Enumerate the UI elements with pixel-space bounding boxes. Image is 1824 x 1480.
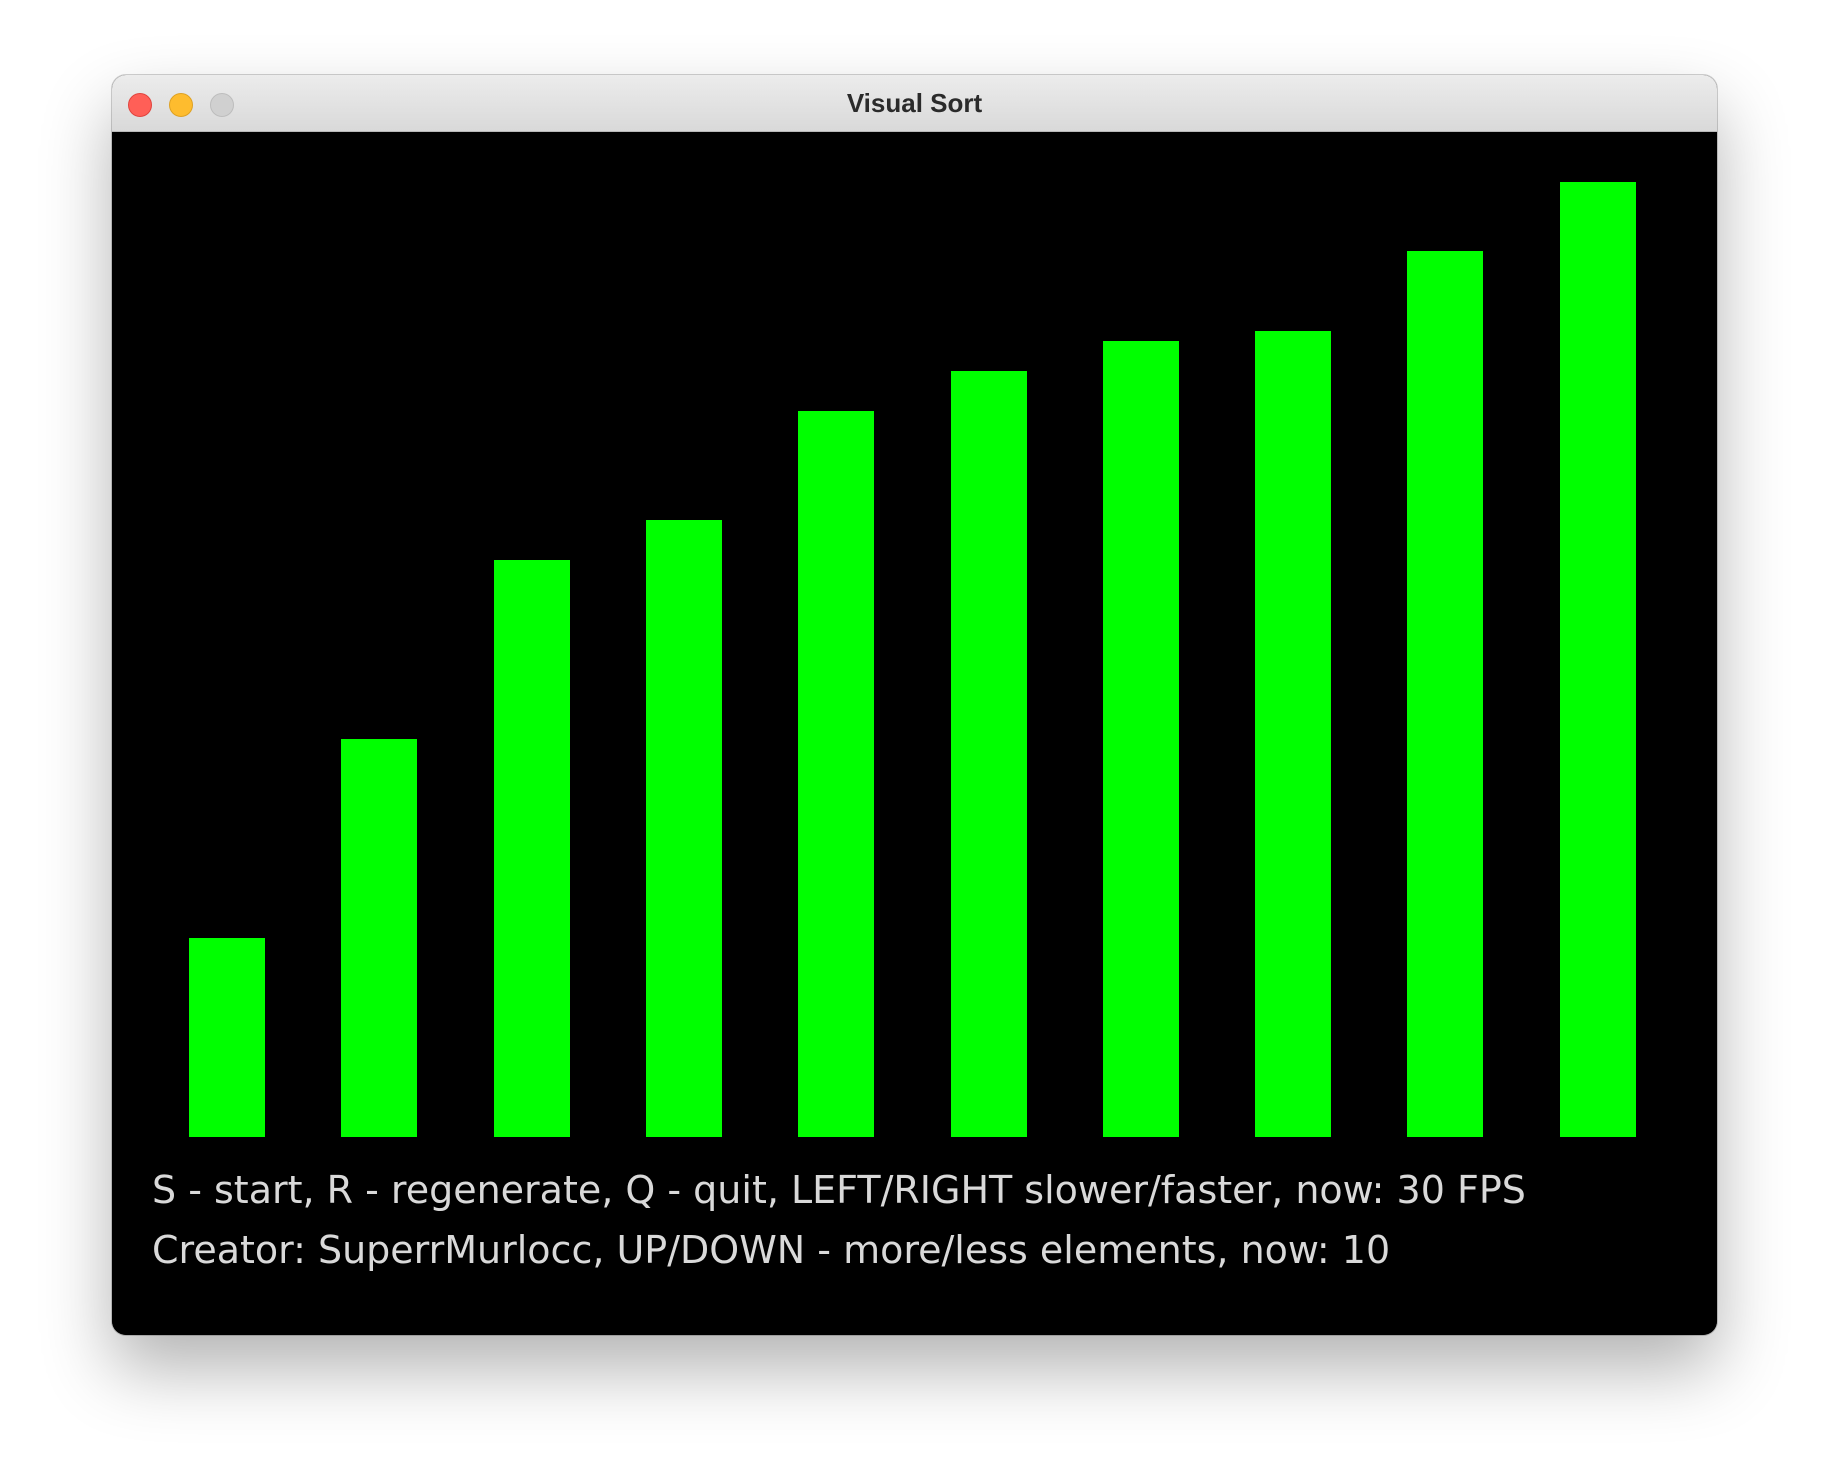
creator-info-text: Creator: SuperrMurlocc, UP/DOWN - more/l… (152, 1228, 1391, 1272)
bar-3 (494, 560, 570, 1137)
bar-9 (1407, 251, 1483, 1137)
sort-canvas: S - start, R - regenerate, Q - quit, LEF… (112, 132, 1717, 1335)
bar-chart (112, 132, 1717, 1142)
bar-10 (1560, 182, 1636, 1137)
bar-2 (341, 739, 417, 1137)
window-title: Visual Sort (846, 88, 983, 118)
zoom-window-button[interactable] (210, 93, 234, 117)
bar-5 (798, 411, 874, 1137)
bar-6 (951, 371, 1027, 1137)
bar-1 (189, 938, 265, 1137)
minimize-window-button[interactable] (169, 93, 193, 117)
title-bar[interactable]: Visual Sort (112, 75, 1717, 132)
bar-8 (1255, 331, 1331, 1137)
controls-help-text: S - start, R - regenerate, Q - quit, LEF… (152, 1168, 1526, 1212)
app-window: Visual Sort S - start, R - regenerate, Q… (112, 75, 1717, 1335)
close-window-button[interactable] (128, 93, 152, 117)
bar-7 (1103, 341, 1179, 1137)
bar-4 (646, 520, 722, 1137)
